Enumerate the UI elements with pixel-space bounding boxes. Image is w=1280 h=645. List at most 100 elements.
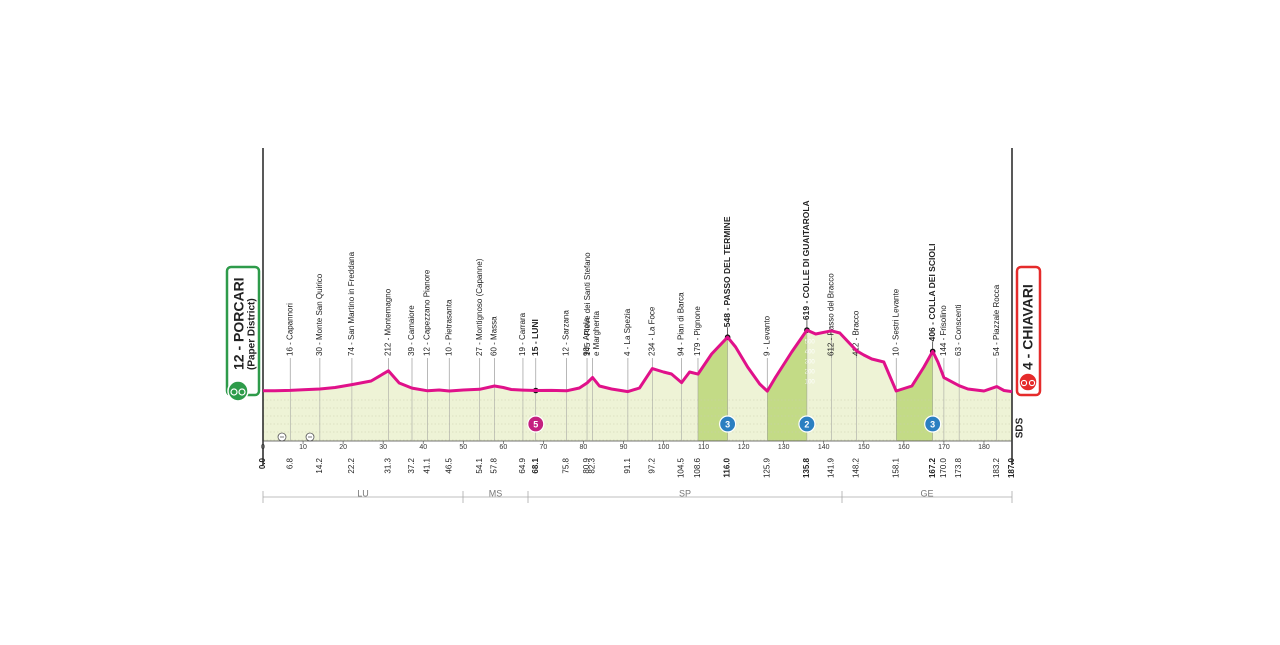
marker-label: 3 xyxy=(725,419,730,429)
km-label: 167.2 xyxy=(928,457,937,478)
waypoint-label: 10 - Sestri Levante xyxy=(891,288,900,356)
y-tick-label: 400 xyxy=(805,350,816,356)
profile-fill xyxy=(263,330,1012,441)
km-label: 41.1 xyxy=(423,457,432,473)
marker-label: 5 xyxy=(533,419,538,429)
x-tick-label: 100 xyxy=(658,444,670,451)
waypoint-label: 144 - Frisolino xyxy=(939,305,948,356)
x-tick-label: 30 xyxy=(379,444,387,451)
waypoint-label: 27 - Montignoso (Capanne) xyxy=(475,258,484,356)
waypoint-label: 54 - Piazzale Rocca xyxy=(992,284,1001,356)
waypoint-label: 10 - Pietrasanta xyxy=(444,299,453,356)
km-label: 135.8 xyxy=(802,457,811,478)
km-label: 57.8 xyxy=(490,457,499,473)
marker-circle xyxy=(798,415,816,433)
waypoint-label-main: 548 - PASSO DEL TERMINE xyxy=(722,216,732,327)
km-label: 22.2 xyxy=(347,457,356,473)
x-tick-label: 90 xyxy=(620,444,628,451)
finish-icon xyxy=(1018,372,1038,392)
km-label: 158.1 xyxy=(891,457,900,478)
logo: SDS xyxy=(1015,417,1026,438)
marker-label: 3 xyxy=(930,419,935,429)
finish-icon-wheel xyxy=(1020,379,1028,387)
km-label: 183.2 xyxy=(992,457,1001,478)
finish-icon-wheel xyxy=(1028,379,1036,387)
x-tick-label: 160 xyxy=(898,444,910,451)
marker-circle xyxy=(719,415,737,433)
waypoint-label: 612 - Passo del Bracco xyxy=(826,273,835,356)
finish-label: 4 - CHIAVARI xyxy=(1020,284,1036,370)
km-label: 0.0 xyxy=(258,457,267,469)
y-tick-label: 100 xyxy=(805,380,816,386)
y-tick-label: 200 xyxy=(805,370,816,376)
km-label: 82.3 xyxy=(588,457,597,473)
x-tick-label: 170 xyxy=(938,444,950,451)
x-tick-label: 60 xyxy=(499,444,507,451)
km-label: 6.8 xyxy=(285,457,294,469)
province-label: LU xyxy=(357,488,369,498)
province-label: GE xyxy=(920,488,933,498)
km-label: 54.1 xyxy=(475,457,484,473)
km-label: 68.1 xyxy=(531,457,540,473)
km-label: 141.9 xyxy=(826,457,835,478)
marker-label: 2 xyxy=(804,419,809,429)
climb-shading xyxy=(896,351,933,441)
km-label: 170.0 xyxy=(939,457,948,478)
x-tick-label: 40 xyxy=(419,444,427,451)
km-label: 75.8 xyxy=(562,457,571,473)
province-label: SP xyxy=(679,488,691,498)
x-tick-label: 150 xyxy=(858,444,870,451)
waypoint-label: 16 - Capannori xyxy=(285,303,294,356)
province-label: MS xyxy=(489,488,503,498)
km-label: 64.9 xyxy=(518,457,527,473)
km-label: 80.9 xyxy=(582,457,591,473)
km-label: 31.3 xyxy=(383,457,392,473)
waypoint-label: 9 - Levanto xyxy=(762,315,771,356)
climb-shading xyxy=(767,330,807,441)
start-icon-wheel xyxy=(238,388,246,396)
waypoint-label: 212 - Montemagno xyxy=(383,288,392,356)
waypoint-label: 74 - San Martino in Freddana xyxy=(347,251,356,356)
kom-marker: 2 xyxy=(798,415,816,433)
x-tick-label: 120 xyxy=(738,444,750,451)
waypoint-label-main: 406 - COLLA DEI SCIOLI xyxy=(927,243,937,341)
km-label: 187.0 xyxy=(1007,457,1016,478)
y-tick-label: 300 xyxy=(805,360,816,366)
climb-shading xyxy=(697,337,728,441)
waypoint-label: 63 - Conscenti xyxy=(954,304,963,356)
km-label: 173.8 xyxy=(954,457,963,478)
x-tick-label: 110 xyxy=(698,444,709,451)
km-label: 148.2 xyxy=(852,457,861,478)
waypoint-label: e Margherita xyxy=(592,311,601,356)
waypoint-label: 90 - Arcola xyxy=(582,317,591,356)
km-label: 125.9 xyxy=(762,457,771,478)
waypoint-label: 234 - La Foce xyxy=(647,306,656,356)
x-tick-label: 140 xyxy=(818,444,830,451)
waypoint-label: 12 - Capezzano Pianore xyxy=(423,269,432,356)
km-label: 46.5 xyxy=(444,457,453,473)
x-tick-label: 130 xyxy=(778,444,790,451)
waypoint-label: 19 - Carrara xyxy=(518,312,527,356)
x-tick-label: 70 xyxy=(539,444,547,451)
start-subtitle: (Paper District) xyxy=(247,298,258,370)
waypoint-label: 412 - Bracco xyxy=(852,310,861,356)
waypoint-label: 12 - Sarzana xyxy=(562,310,571,356)
start-label: 12 - PORCARI xyxy=(231,277,247,370)
km-label: 97.2 xyxy=(647,457,656,473)
waypoint-label: 4 - La Spezia xyxy=(623,308,632,356)
km-label: 108.6 xyxy=(693,457,702,478)
profile-line xyxy=(262,328,1013,394)
x-tick-label: 50 xyxy=(459,444,467,451)
waypoint-label: 30 - Monte San Quirico xyxy=(315,273,324,356)
x-tick-label: 180 xyxy=(978,444,990,451)
marker-circle xyxy=(924,415,942,433)
marker-circle xyxy=(527,415,545,433)
km-label: 14.2 xyxy=(315,457,324,473)
x-tick-label: 20 xyxy=(339,444,347,451)
x-tick-label: 10 xyxy=(299,444,307,451)
sprint-marker: 5 xyxy=(527,415,545,433)
kom-marker: 3 xyxy=(924,415,942,433)
km-label: 116.0 xyxy=(723,457,732,477)
